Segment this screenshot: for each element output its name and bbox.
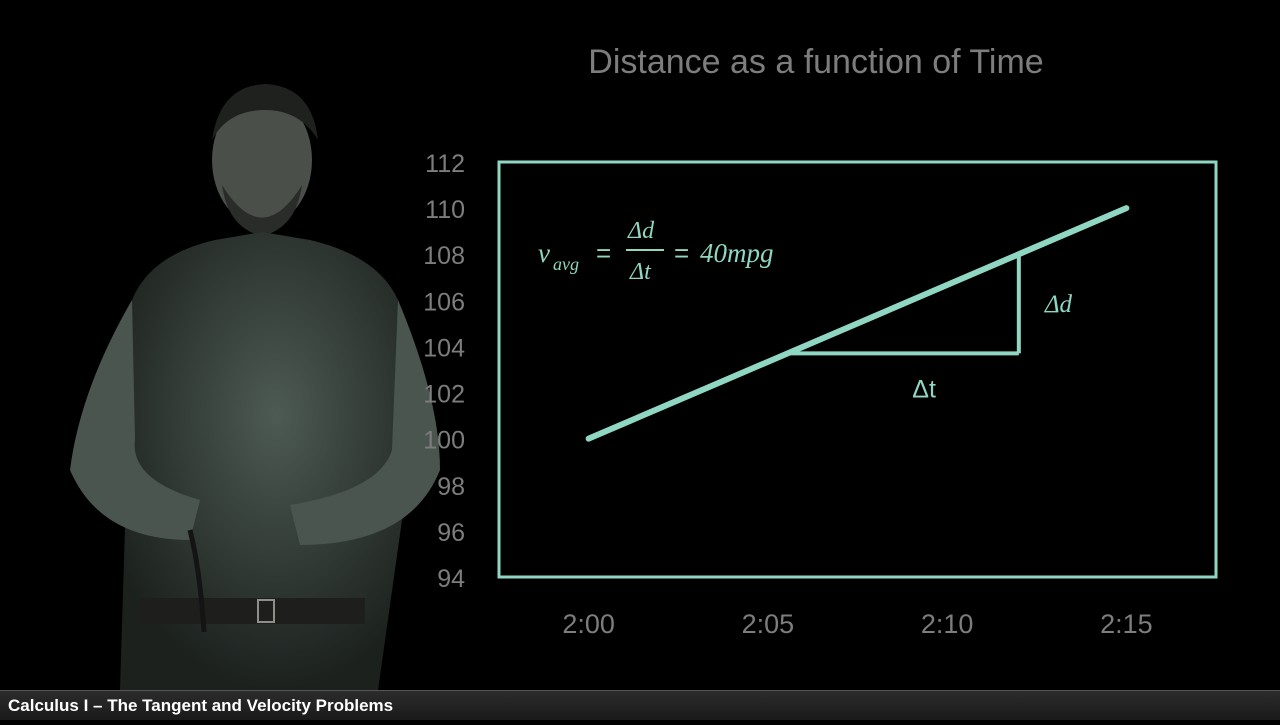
presenter-arm-right: [290, 300, 440, 545]
presenter-head: [212, 94, 312, 226]
formula-v: v: [538, 238, 550, 268]
formula-subscript: avg: [553, 254, 579, 274]
x-tick-label: 2:00: [562, 609, 615, 639]
formula-result: 40mpg: [700, 238, 774, 268]
formula-equals-1: =: [596, 238, 611, 268]
annotation-layer: Δt Δd: [789, 254, 1072, 403]
y-tick-label: 98: [437, 473, 465, 501]
course-title: Calculus I – The Tangent and Velocity Pr…: [8, 696, 394, 715]
x-tick-label: 2:15: [1100, 609, 1153, 639]
presenter-hair: [212, 84, 318, 140]
velocity-formula: v avg = Δd Δt = 40mpg: [538, 218, 774, 285]
formula-numerator: Δd: [627, 218, 655, 244]
formula-equals-2: =: [674, 238, 689, 268]
y-tick-label: 106: [423, 288, 465, 316]
series-layer: [585, 205, 1130, 442]
presenter-figure: [70, 84, 440, 690]
y-tick-label: 102: [423, 381, 465, 409]
y-tick-label: 112: [425, 150, 465, 178]
presenter-belt: [140, 598, 365, 624]
y-tick-label: 110: [425, 196, 465, 224]
presenter-belt-buckle: [257, 599, 275, 623]
y-axis-ticks: 94 96 98 100 102 104 106 108 110 112: [423, 150, 465, 593]
series-line: [585, 205, 1130, 442]
y-tick-label: 94: [437, 565, 465, 593]
delta-d-label: Δd: [1044, 291, 1073, 318]
chart-title: Distance as a function of Time: [588, 43, 1043, 81]
course-footer-bar: Calculus I – The Tangent and Velocity Pr…: [0, 690, 1280, 720]
x-tick-label: 2:10: [921, 609, 974, 639]
formula-denominator: Δt: [629, 259, 652, 285]
presenter-arm-left: [70, 300, 200, 540]
x-tick-label: 2:05: [742, 609, 795, 639]
y-tick-label: 96: [437, 519, 465, 547]
plot-frame: [497, 160, 1218, 579]
presenter-lanyard: [187, 529, 207, 633]
delta-t-label: Δt: [912, 375, 936, 403]
x-axis-ticks: 2:00 2:05 2:10 2:15: [562, 609, 1152, 639]
presenter-beard: [222, 185, 302, 236]
y-tick-label: 108: [423, 242, 465, 270]
y-tick-label: 100: [423, 427, 465, 455]
y-tick-label: 104: [423, 334, 465, 362]
